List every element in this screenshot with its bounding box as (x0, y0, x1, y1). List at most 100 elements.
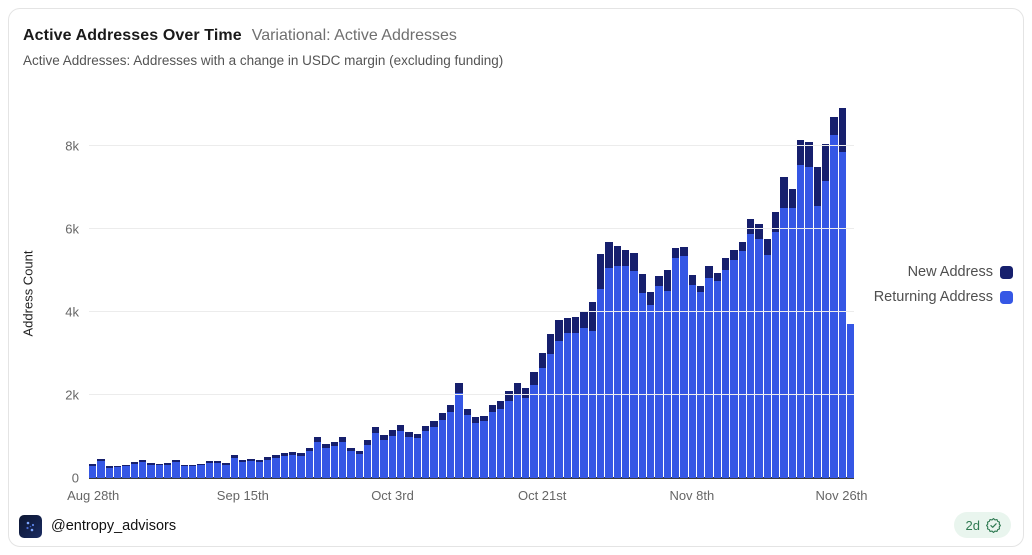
bar[interactable] (155, 96, 163, 478)
bar[interactable] (105, 96, 113, 478)
bar[interactable] (213, 96, 222, 478)
bar[interactable] (655, 96, 663, 478)
bar[interactable] (572, 96, 580, 478)
bar[interactable] (597, 96, 605, 478)
bar[interactable] (313, 96, 322, 478)
bar[interactable] (480, 96, 488, 478)
bar[interactable] (347, 96, 355, 478)
bar[interactable] (780, 96, 788, 478)
bar[interactable] (405, 96, 413, 478)
bar[interactable] (272, 96, 280, 478)
bar[interactable] (646, 96, 655, 478)
bar[interactable] (796, 96, 805, 478)
bar[interactable] (188, 96, 197, 478)
bar[interactable] (89, 96, 97, 478)
bar[interactable] (638, 96, 646, 478)
bar[interactable] (447, 96, 455, 478)
bar[interactable] (846, 96, 855, 478)
bar[interactable] (688, 96, 696, 478)
bar[interactable] (122, 96, 130, 478)
bar[interactable] (180, 96, 188, 478)
bar[interactable] (763, 96, 771, 478)
bar[interactable] (430, 96, 438, 478)
bar[interactable] (738, 96, 746, 478)
bar[interactable] (696, 96, 705, 478)
bar[interactable] (730, 96, 738, 478)
bar[interactable] (238, 96, 247, 478)
bar[interactable] (830, 96, 838, 478)
bar[interactable] (130, 96, 138, 478)
bar[interactable] (413, 96, 422, 478)
bar[interactable] (821, 96, 830, 478)
bar[interactable] (222, 96, 230, 478)
bar[interactable] (705, 96, 713, 478)
bar[interactable] (630, 96, 638, 478)
bar[interactable] (563, 96, 572, 478)
bar[interactable] (422, 96, 430, 478)
bar[interactable] (230, 96, 238, 478)
bar[interactable] (547, 96, 555, 478)
bar[interactable] (530, 96, 538, 478)
bar[interactable] (397, 96, 405, 478)
bar[interactable] (97, 96, 105, 478)
bar[interactable] (522, 96, 530, 478)
bar[interactable] (297, 96, 305, 478)
bar[interactable] (613, 96, 621, 478)
bar[interactable] (555, 96, 563, 478)
legend-item-returning-address[interactable]: Returning Address (874, 289, 1013, 305)
bar[interactable] (805, 96, 813, 478)
bar[interactable] (388, 96, 397, 478)
bar[interactable] (280, 96, 288, 478)
bar[interactable] (746, 96, 755, 478)
bar[interactable] (813, 96, 821, 478)
bar[interactable] (197, 96, 205, 478)
bar[interactable] (355, 96, 363, 478)
bar[interactable] (172, 96, 180, 478)
bar[interactable] (113, 96, 122, 478)
bar[interactable] (363, 96, 372, 478)
bar[interactable] (305, 96, 313, 478)
bar[interactable] (771, 96, 780, 478)
bar[interactable] (138, 96, 147, 478)
bar[interactable] (671, 96, 680, 478)
author-handle-link[interactable]: @entropy_advisors (51, 518, 177, 534)
bar[interactable] (255, 96, 263, 478)
bar[interactable] (463, 96, 472, 478)
bar[interactable] (721, 96, 730, 478)
bar[interactable] (247, 96, 255, 478)
bar[interactable] (205, 96, 213, 478)
bar[interactable] (438, 96, 447, 478)
bar[interactable] (538, 96, 547, 478)
bar[interactable] (372, 96, 380, 478)
bar[interactable] (680, 96, 688, 478)
bar[interactable] (488, 96, 497, 478)
timestamp-badge[interactable]: 2d (953, 512, 1011, 538)
bar[interactable] (147, 96, 155, 478)
bar[interactable] (788, 96, 796, 478)
bar[interactable] (838, 96, 846, 478)
bar[interactable] (622, 96, 630, 478)
bar[interactable] (605, 96, 613, 478)
bar[interactable] (497, 96, 505, 478)
bar[interactable] (330, 96, 338, 478)
bar-segment-returning (788, 208, 796, 478)
bar[interactable] (380, 96, 388, 478)
bar[interactable] (322, 96, 330, 478)
bar[interactable] (472, 96, 480, 478)
bar[interactable] (338, 96, 347, 478)
bar[interactable] (505, 96, 513, 478)
bar[interactable] (663, 96, 671, 478)
bar[interactable] (263, 96, 272, 478)
bar[interactable] (288, 96, 297, 478)
bar[interactable] (163, 96, 172, 478)
bar[interactable] (455, 96, 463, 478)
bar[interactable] (580, 96, 588, 478)
bar[interactable] (713, 96, 721, 478)
bar-segment-new (288, 451, 297, 455)
bar-segment-new (105, 466, 113, 468)
legend-item-new-address[interactable]: New Address (908, 264, 1013, 280)
bar[interactable] (755, 96, 763, 478)
bar-segment-returning (163, 464, 172, 478)
bar[interactable] (513, 96, 522, 478)
bar[interactable] (588, 96, 597, 478)
